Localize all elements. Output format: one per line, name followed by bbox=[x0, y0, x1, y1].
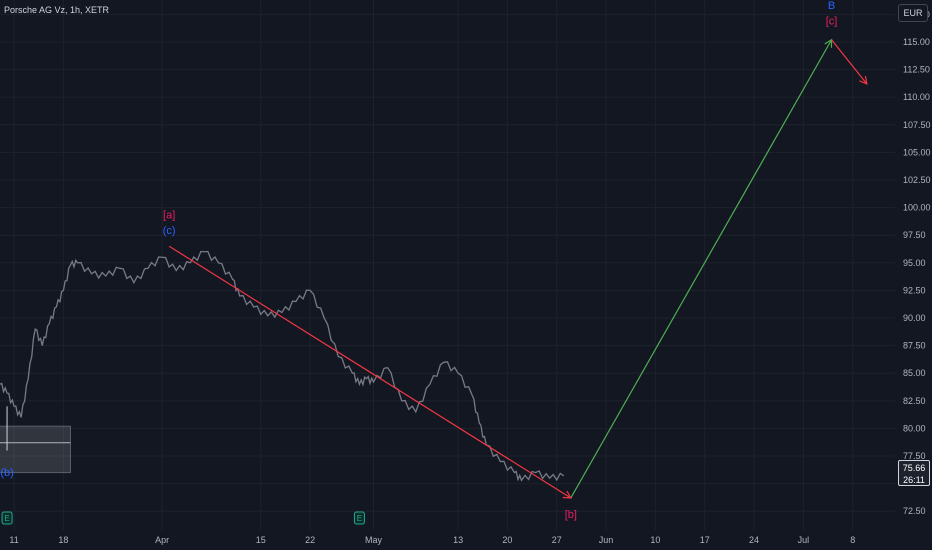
earnings-marker-badge bbox=[1, 511, 13, 525]
x-tick-label: 11 bbox=[9, 535, 18, 545]
x-tick-label: 22 bbox=[305, 535, 315, 545]
y-tick-label: 90.00 bbox=[903, 313, 926, 323]
x-tick-label: Jul bbox=[798, 535, 810, 545]
last-price-value: 75.66 bbox=[902, 463, 926, 473]
bar-countdown: 26:11 bbox=[903, 475, 925, 485]
grid-lines bbox=[0, 0, 895, 530]
x-tick-label: 8 bbox=[850, 535, 855, 545]
y-tick-label: 87.50 bbox=[903, 341, 926, 351]
range-box-rect bbox=[0, 425, 71, 474]
x-tick-label: 13 bbox=[453, 535, 463, 545]
wave-label: (c) bbox=[163, 225, 176, 237]
y-tick-label: 112.50 bbox=[903, 65, 930, 75]
x-tick-label: 27 bbox=[552, 535, 562, 545]
y-tick-label: 85.00 bbox=[903, 368, 926, 378]
x-tick-label: May bbox=[365, 535, 383, 545]
y-tick-label: 97.50 bbox=[903, 230, 926, 240]
x-tick-label: 10 bbox=[650, 535, 660, 545]
earnings-marker-badge bbox=[353, 511, 365, 525]
wave-label: [a] bbox=[163, 210, 175, 222]
y-tick-label: 80.00 bbox=[903, 423, 926, 433]
x-tick-label: 24 bbox=[749, 535, 759, 545]
y-tick-label: 72.50 bbox=[903, 506, 926, 516]
y-tick-label: 115.00 bbox=[903, 37, 930, 47]
continuation-arrowhead bbox=[859, 75, 868, 85]
x-tick-label: 15 bbox=[256, 535, 266, 545]
y-tick-label: 107.50 bbox=[903, 120, 931, 130]
earnings-marker[interactable]: E bbox=[353, 511, 365, 525]
wave-label: B bbox=[828, 0, 835, 12]
price-series bbox=[0, 250, 565, 482]
trend-line bbox=[168, 245, 572, 499]
y-tick-label: 102.50 bbox=[903, 175, 931, 185]
currency-button[interactable]: EUR bbox=[898, 4, 928, 22]
trend-arrowhead bbox=[562, 490, 572, 499]
wave-label: [c] bbox=[826, 15, 838, 27]
symbol-title: Porsche AG Vz, 1h, XETR bbox=[4, 5, 110, 15]
wave-label: (b) bbox=[0, 467, 13, 479]
y-tick-label: 100.00 bbox=[903, 203, 931, 213]
projection-continuation-line bbox=[831, 39, 868, 85]
x-tick-label: Apr bbox=[155, 535, 169, 545]
wave-label: [b] bbox=[565, 509, 577, 521]
projection-line bbox=[570, 39, 833, 499]
y-tick-label: 82.50 bbox=[903, 396, 926, 406]
x-tick-label: Jun bbox=[599, 535, 614, 545]
y-tick-label: 95.00 bbox=[903, 258, 926, 268]
wave-labels: [a] (c) (b) [b] B [c] bbox=[0, 0, 837, 521]
y-tick-label: 105.00 bbox=[903, 147, 931, 157]
price-line bbox=[0, 250, 565, 482]
x-tick-label: 17 bbox=[700, 535, 710, 545]
x-tick-label: 18 bbox=[58, 535, 68, 545]
earnings-marker-label: E bbox=[357, 514, 362, 523]
y-tick-label: 110.00 bbox=[903, 92, 930, 102]
earnings-marker-label: E bbox=[4, 514, 9, 523]
price-axis[interactable]: 72.50 77.50 80.00 82.50 85.00 87.50 90.00 92.50… bbox=[903, 9, 931, 516]
y-tick-label: 92.50 bbox=[903, 285, 926, 295]
drawing-lines bbox=[168, 38, 868, 499]
last-price-tag: 75.66 26:11 bbox=[898, 460, 930, 486]
earnings-marker[interactable]: E bbox=[1, 511, 13, 525]
time-axis[interactable]: 11 18 Apr 15 22 May 13 20 27 Jun 10 17 24 Jul 8 bbox=[9, 535, 855, 545]
range-box bbox=[0, 406, 71, 474]
x-tick-label: 20 bbox=[502, 535, 512, 545]
y-tick-label: 77.50 bbox=[903, 451, 926, 461]
